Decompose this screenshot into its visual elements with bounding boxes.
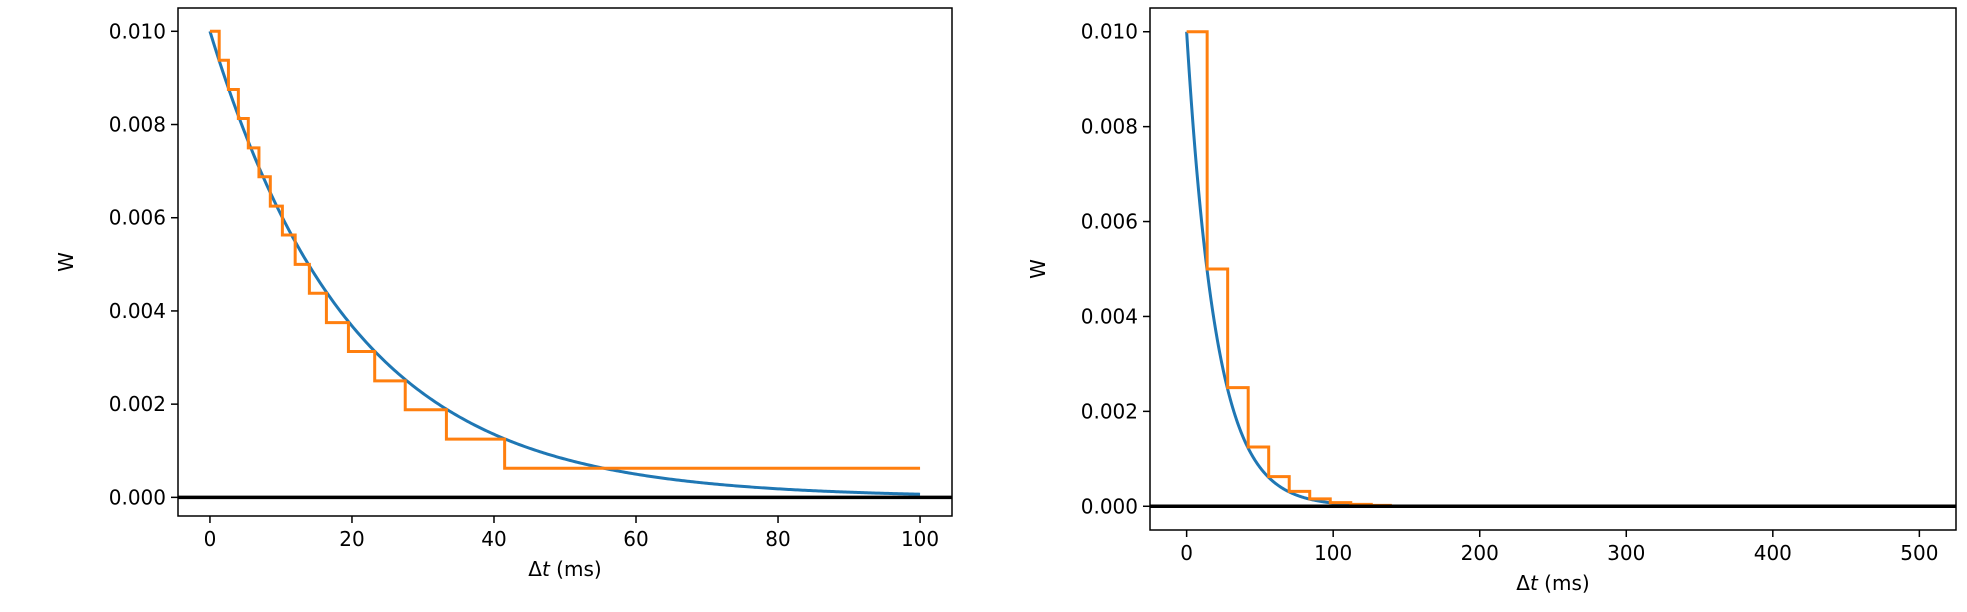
y-tick-label: 0.010 <box>109 19 166 43</box>
y-tick-label: 0.002 <box>109 392 166 416</box>
step-curve <box>1186 30 1392 507</box>
x-tick-label: 200 <box>1461 541 1499 565</box>
x-tick-label: 0 <box>1180 541 1193 565</box>
y-tick-label: 0.004 <box>1081 304 1138 328</box>
x-tick-label: 400 <box>1754 541 1792 565</box>
y-tick-label: 0.002 <box>1081 399 1138 423</box>
y-axis-label: W <box>1026 259 1050 279</box>
x-axis-label: Δt (ms) <box>528 557 601 581</box>
step-curve <box>209 29 921 470</box>
y-tick-label: 0.000 <box>1081 494 1138 518</box>
chart-panel-2: 0 100 200 300 400 500 0.000 0.002 0.004 0.006 0.00… <box>1026 7 1957 595</box>
x-tick-label: 0 <box>204 527 217 551</box>
y-tick-label: 0.000 <box>109 485 166 509</box>
axes-frame <box>177 7 953 517</box>
x-tick-label: 300 <box>1607 541 1645 565</box>
y-axis-label: W <box>54 252 78 272</box>
chart-panel-1: 0 20 40 60 80 100 0.000 0.002 0.004 0.006 0.008 0.0… <box>54 7 953 581</box>
y-tick-label: 0.010 <box>1081 20 1138 44</box>
x-tick-label: 20 <box>339 527 364 551</box>
x-tick-label: 500 <box>1900 541 1938 565</box>
x-tick-label: 40 <box>481 527 506 551</box>
exponential-curve <box>208 30 921 496</box>
y-tick-label: 0.008 <box>109 113 166 137</box>
plot-area <box>208 29 921 496</box>
x-tick-label: 80 <box>765 527 790 551</box>
y-tick-label: 0.006 <box>1081 210 1138 234</box>
x-tick-label: 100 <box>1314 541 1352 565</box>
x-tick-label: 100 <box>901 527 939 551</box>
plot-area <box>1185 30 1393 508</box>
x-axis-label: Δt (ms) <box>1516 571 1589 595</box>
y-tick-label: 0.006 <box>109 206 166 230</box>
axes-frame <box>1149 7 1957 531</box>
x-tick-label: 60 <box>623 527 648 551</box>
y-tick-label: 0.008 <box>1081 115 1138 139</box>
y-tick-label: 0.004 <box>109 299 166 323</box>
